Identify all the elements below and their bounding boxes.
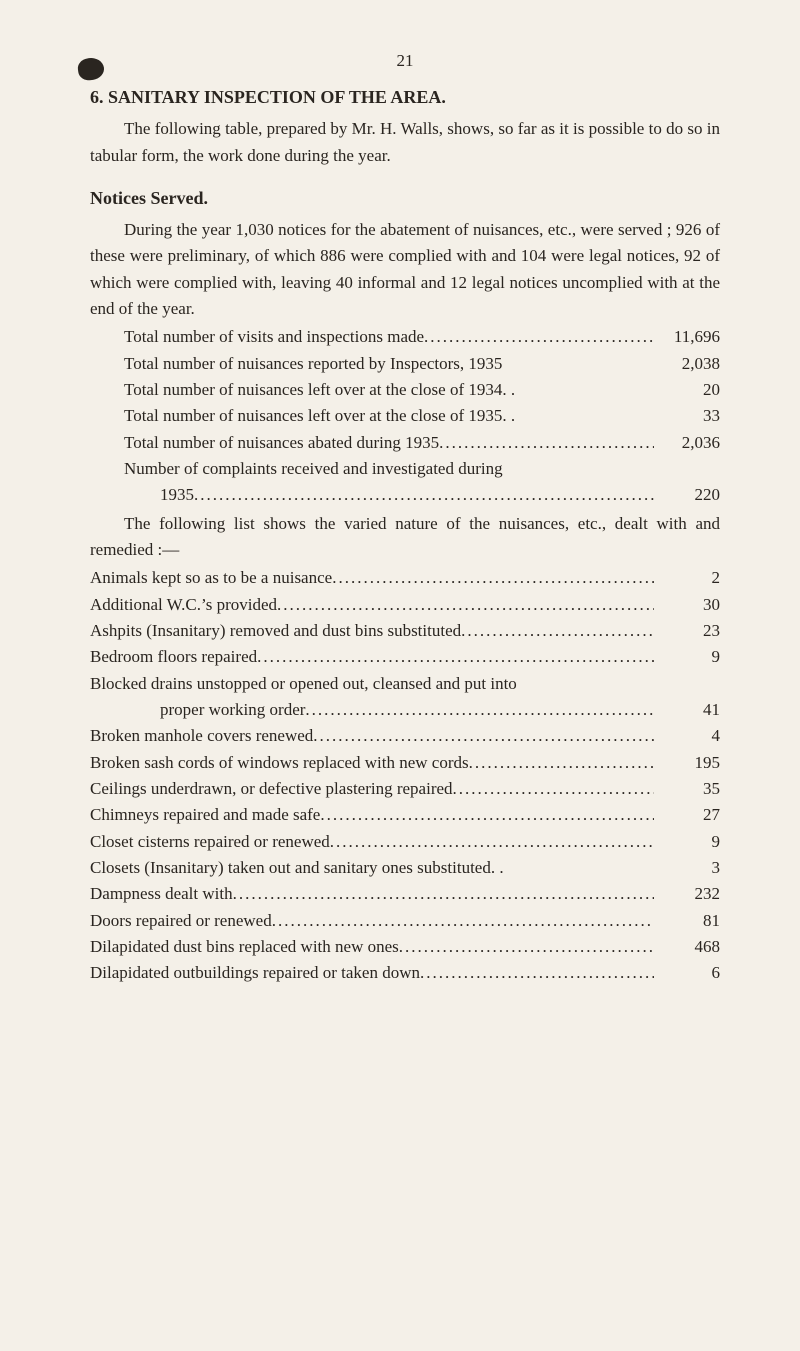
list-item-value: 468 [654,934,720,960]
list-item: Animals kept so as to be a nuisance 2 [90,565,720,591]
list-item: Total number of nuisances left over at t… [90,377,720,403]
list-item: Total number of visits and inspections m… [90,324,720,350]
list-item-label: Dilapidated dust bins replaced with new … [90,934,399,960]
list-item: Ceilings underdrawn, or defective plaste… [90,776,720,802]
list-item-label: Total number of nuisances left over at t… [124,377,515,403]
list-item-label: Bedroom floors repaired [90,644,257,670]
section-number: 6. [90,87,104,107]
page-number: 21 [90,48,720,74]
list-item: Broken manhole covers renewed 4 [90,723,720,749]
leader-dots [313,723,654,749]
totals-block: Total number of visits and inspections m… [90,324,720,508]
list-item-value: 232 [654,881,720,907]
list-item: Dilapidated dust bins replaced with new … [90,934,720,960]
list-item-label: Dilapidated outbuildings repaired or tak… [90,960,420,986]
list-item-value: 3 [652,855,720,881]
list-item-value: 41 [654,697,720,723]
list-item: Blocked drains unstopped or opened out, … [90,671,720,697]
list-item-label: Broken sash cords of windows replaced wi… [90,750,469,776]
list-item: Dampness dealt with 232 [90,881,720,907]
list-item-label: Doors repaired or renewed [90,908,272,934]
leader-dots [399,934,654,960]
list-item-value: 11,696 [654,324,720,350]
list-item-value: 2,036 [654,430,720,456]
list-item-value: 2,038 [652,351,720,377]
list-item-value: 23 [654,618,720,644]
list-item-value: 2 [654,565,720,591]
leader-dots [420,960,654,986]
list-item-value: 4 [654,723,720,749]
intro-paragraph: The following table, prepared by Mr. H. … [90,116,720,169]
leader-dots [332,565,654,591]
leader-dots [272,908,654,934]
leader-dots [453,776,654,802]
list-item-value: 9 [654,644,720,670]
list-item: Broken sash cords of windows replaced wi… [90,750,720,776]
notices-paragraph: During the year 1,030 notices for the ab… [90,217,720,322]
list-item: Number of complaints received and invest… [90,456,720,482]
list-item-value: 9 [654,829,720,855]
list-item-label: proper working order [160,697,305,723]
list-item-label: 1935 [160,482,194,508]
leader-dots [424,324,654,350]
leader-dots [233,881,654,907]
leader-dots [469,750,654,776]
list-item: Bedroom floors repaired 9 [90,644,720,670]
nuisance-list: Animals kept so as to be a nuisance2Addi… [90,565,720,987]
leader-dots [194,482,654,508]
list-item-label: Chimneys repaired and made safe [90,802,320,828]
document-page: 21 6. SANITARY INSPECTION OF THE AREA. T… [0,0,800,1027]
leader-dots [277,592,654,618]
list-item-value: 27 [654,802,720,828]
leader-dots [320,802,654,828]
list-item: Additional W.C.’s provided 30 [90,592,720,618]
list-item-value: 30 [654,592,720,618]
list-item-label: Total number of nuisances reported by In… [124,351,502,377]
list-item-label: Ashpits (Insanitary) removed and dust bi… [90,618,461,644]
list-item: Closet cisterns repaired or renewed 9 [90,829,720,855]
list-item-value: 33 [652,403,720,429]
list-item-label: Broken manhole covers renewed [90,723,313,749]
list-item: Doors repaired or renewed 81 [90,908,720,934]
list-item: Total number of nuisances left over at t… [90,403,720,429]
list-item: Total number of nuisances abated during … [90,430,720,456]
list-item-label: Number of complaints received and invest… [124,456,503,482]
list-item-label: Dampness dealt with [90,881,233,907]
leader-dots [330,829,654,855]
list-item: proper working order 41 [90,697,720,723]
list-item-value: 81 [654,908,720,934]
section-heading: 6. SANITARY INSPECTION OF THE AREA. [90,84,720,112]
list-item: Dilapidated outbuildings repaired or tak… [90,960,720,986]
list-item-value: 195 [654,750,720,776]
list-item: Chimneys repaired and made safe 27 [90,802,720,828]
leader-dots [461,618,654,644]
list-item-label: Additional W.C.’s provided [90,592,277,618]
list-item-label: Total number of visits and inspections m… [124,324,424,350]
list-item-value: 35 [654,776,720,802]
section-title: SANITARY INSPECTION OF THE AREA. [108,87,446,107]
list-item-value: 20 [652,377,720,403]
follow-paragraph: The following list shows the varied natu… [90,511,720,564]
leader-dots [439,430,654,456]
list-item-label: Closet cisterns repaired or renewed [90,829,330,855]
notices-heading: Notices Served. [90,185,720,213]
list-item-label: Total number of nuisances left over at t… [124,403,515,429]
list-item-value: 220 [654,482,720,508]
list-item-label: Animals kept so as to be a nuisance [90,565,332,591]
list-item: Ashpits (Insanitary) removed and dust bi… [90,618,720,644]
leader-dots [257,644,654,670]
list-item-label: Closets (Insanitary) taken out and sanit… [90,855,504,881]
list-item: Total number of nuisances reported by In… [90,351,720,377]
leader-dots [305,697,654,723]
list-item-label: Total number of nuisances abated during … [124,430,439,456]
list-item: 1935 220 [90,482,720,508]
list-item: Closets (Insanitary) taken out and sanit… [90,855,720,881]
list-item-label: Blocked drains unstopped or opened out, … [90,671,517,697]
list-item-label: Ceilings underdrawn, or defective plaste… [90,776,453,802]
list-item-value: 6 [654,960,720,986]
